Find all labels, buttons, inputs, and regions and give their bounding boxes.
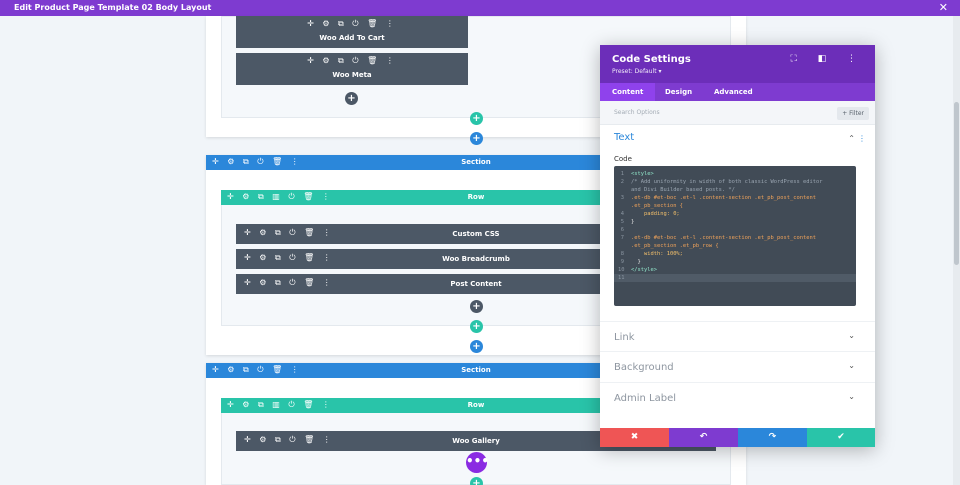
module-custom-css[interactable]: ✛ ⚙ ⧉ ⏻ 🗑 ⋮ Custom CSS (236, 224, 716, 244)
divider (600, 382, 875, 383)
divider (600, 321, 875, 322)
module-toolbar[interactable]: ✛ ⚙ ⧉ ⏻ 🗑 ⋮ (244, 253, 334, 262)
module-label: Custom CSS (452, 230, 500, 238)
more-options-button[interactable]: ••• (466, 452, 489, 473)
chevron-down-icon[interactable]: ⌄ (848, 361, 855, 370)
module-label: Post Content (450, 280, 502, 288)
module-woo-gallery[interactable]: ✛ ⚙ ⧉ ⏻ 🗑 ⋮ Woo Gallery (236, 431, 716, 451)
close-icon[interactable]: ✕ (938, 1, 948, 14)
code-line: 8 width: 100%; (620, 251, 683, 257)
cancel-button[interactable]: ✖ (600, 428, 669, 447)
add-section-button[interactable]: + (470, 340, 483, 353)
code-line: .et_pb_section .et_pb_row { (631, 243, 719, 249)
module-woo-breadcrumb[interactable]: ✛ ⚙ ⧉ ⏻ 🗑 ⋮ Woo Breadcrumb (236, 249, 716, 269)
modal-header: Code Settings Preset: Default ▾ ⛶ ◧ ⋮ (600, 45, 875, 83)
tab-content[interactable]: Content (600, 83, 656, 101)
code-line: 3 .et-db #et-boc .et-l .content-section .… (620, 195, 816, 201)
code-line: and Divi Builder based posts. */ (631, 187, 735, 193)
section-toolbar[interactable]: ✛ ⚙ ⧉ ⏻ 🗑 ⋮ (212, 157, 302, 166)
code-line: 6 (620, 227, 624, 233)
add-module-button[interactable]: + (345, 92, 358, 105)
add-row-button[interactable]: + (470, 477, 483, 485)
undo-button[interactable]: ↶ (669, 428, 738, 447)
preset-selector[interactable]: Preset: Default ▾ (612, 68, 662, 75)
modal-title: Code Settings (612, 54, 691, 65)
module-woo-add-to-cart[interactable]: ✛ ⚙ ⧉ ⏻ 🗑 ⋮ Woo Add To Cart (236, 16, 468, 48)
add-section-button[interactable]: + (470, 132, 483, 145)
section-label: Section (461, 366, 491, 374)
add-row-button[interactable]: + (470, 320, 483, 333)
add-module-button[interactable]: + (470, 300, 483, 313)
module-toolbar[interactable]: ✛ ⚙ ⧉ ⏻ 🗑 ⋮ (244, 228, 334, 237)
module-post-content[interactable]: ✛ ⚙ ⧉ ⏻ 🗑 ⋮ Post Content (236, 274, 716, 294)
module-label: Woo Meta (332, 71, 372, 79)
module-toolbar[interactable]: ✛ ⚙ ⧉ ⏻ 🗑 ⋮ (307, 56, 397, 65)
module-label: Woo Breadcrumb (442, 255, 510, 263)
scrollbar-thumb[interactable] (954, 102, 959, 265)
search-options-row: Search Options + Filter (600, 101, 875, 125)
code-line: 9 } (620, 259, 641, 265)
modal-tabs: Content Design Advanced (600, 83, 875, 101)
section-label: Section (461, 158, 491, 166)
code-line: 1 <style> (620, 171, 654, 177)
redo-button[interactable]: ↷ (738, 428, 807, 447)
module-label: Woo Gallery (452, 437, 500, 445)
code-line: 10 </style> (618, 267, 657, 273)
module-toolbar[interactable]: ✛ ⚙ ⧉ ⏻ 🗑 ⋮ (244, 278, 334, 287)
row-label: Row (467, 401, 485, 409)
save-button[interactable]: ✔ (807, 428, 875, 447)
code-line: .et_pb_section { (631, 203, 683, 209)
row-toolbar[interactable]: ✛ ⚙ ⧉ ▥ ⏻ 🗑 ⋮ (227, 192, 333, 201)
module-woo-meta[interactable]: ✛ ⚙ ⧉ ⏻ 🗑 ⋮ Woo Meta (236, 53, 468, 85)
section-toolbar[interactable]: ✛ ⚙ ⧉ ⏻ 🗑 ⋮ (212, 365, 302, 374)
filter-button[interactable]: + Filter (837, 107, 869, 120)
chevron-down-icon[interactable]: ⌄ (848, 331, 855, 340)
module-toolbar[interactable]: ✛ ⚙ ⧉ ⏻ 🗑 ⋮ (307, 19, 397, 28)
group-link-title[interactable]: Link (614, 332, 635, 343)
group-admin-label-title[interactable]: Admin Label (614, 393, 677, 404)
code-line: 2/* Add uniformity in width of both clas… (620, 179, 823, 185)
code-editor[interactable]: 1 <style> 2/* Add uniformity in width of … (614, 166, 856, 306)
modal-header-icons[interactable]: ⛶ ◧ ⋮ (790, 54, 865, 64)
code-line: 11 (614, 274, 856, 282)
add-row-button[interactable]: + (470, 112, 483, 125)
row-toolbar[interactable]: ✛ ⚙ ⧉ ▥ ⏻ 🗑 ⋮ (227, 400, 333, 409)
kebab-icon[interactable]: ⋮ (858, 134, 866, 143)
page-title: Edit Product Page Template 02 Body Layou… (14, 3, 212, 12)
search-options-input[interactable]: Search Options (614, 109, 660, 116)
divider (600, 351, 875, 352)
group-background-title[interactable]: Background (614, 362, 674, 373)
group-text-title[interactable]: Text (614, 132, 635, 143)
code-line: 7 .et-db #et-boc .et-l .content-section .… (620, 235, 816, 241)
module-toolbar[interactable]: ✛ ⚙ ⧉ ⏻ 🗑 ⋮ (244, 435, 334, 444)
tab-advanced[interactable]: Advanced (714, 88, 753, 96)
builder-topbar: Edit Product Page Template 02 Body Layou… (0, 0, 960, 16)
chevron-up-icon[interactable]: ⌃ (848, 134, 855, 143)
modal-actions: ✖ ↶ ↷ ✔ (600, 428, 875, 447)
code-field-label: Code (614, 155, 632, 163)
code-settings-modal: Code Settings Preset: Default ▾ ⛶ ◧ ⋮ Co… (600, 45, 875, 447)
module-label: Woo Add To Cart (319, 34, 385, 42)
tab-design[interactable]: Design (665, 88, 693, 96)
code-line: 4 padding: 0; (620, 211, 680, 217)
row-label: Row (467, 193, 485, 201)
chevron-down-icon[interactable]: ⌄ (848, 392, 855, 401)
code-line: 5} (620, 219, 635, 225)
